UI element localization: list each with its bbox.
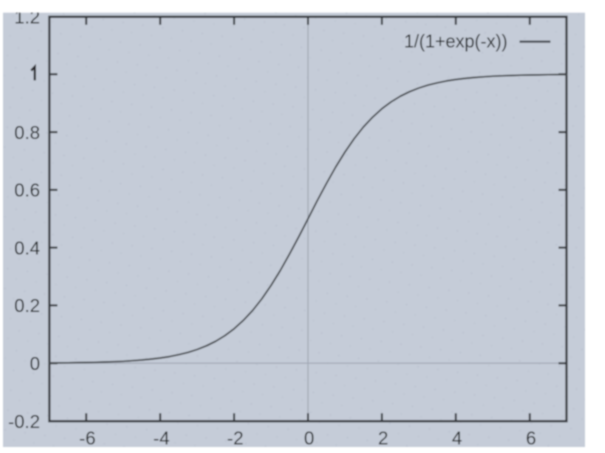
svg-text:2: 2	[378, 427, 388, 448]
svg-text:0: 0	[304, 427, 314, 448]
svg-text:1.2: 1.2	[14, 6, 40, 27]
svg-text:4: 4	[452, 427, 462, 448]
svg-text:-0.2: -0.2	[8, 411, 40, 432]
svg-text:0.6: 0.6	[14, 180, 40, 201]
svg-text:0.8: 0.8	[14, 122, 40, 143]
svg-text:-6: -6	[79, 427, 95, 448]
svg-text:-2: -2	[227, 427, 243, 448]
svg-text:0: 0	[30, 353, 40, 374]
svg-text:0.2: 0.2	[14, 295, 40, 316]
svg-text:0.4: 0.4	[14, 237, 40, 258]
svg-text:1/(1+exp(-x)): 1/(1+exp(-x))	[404, 32, 508, 52]
svg-text:-4: -4	[153, 427, 169, 448]
svg-text:6: 6	[526, 427, 536, 448]
